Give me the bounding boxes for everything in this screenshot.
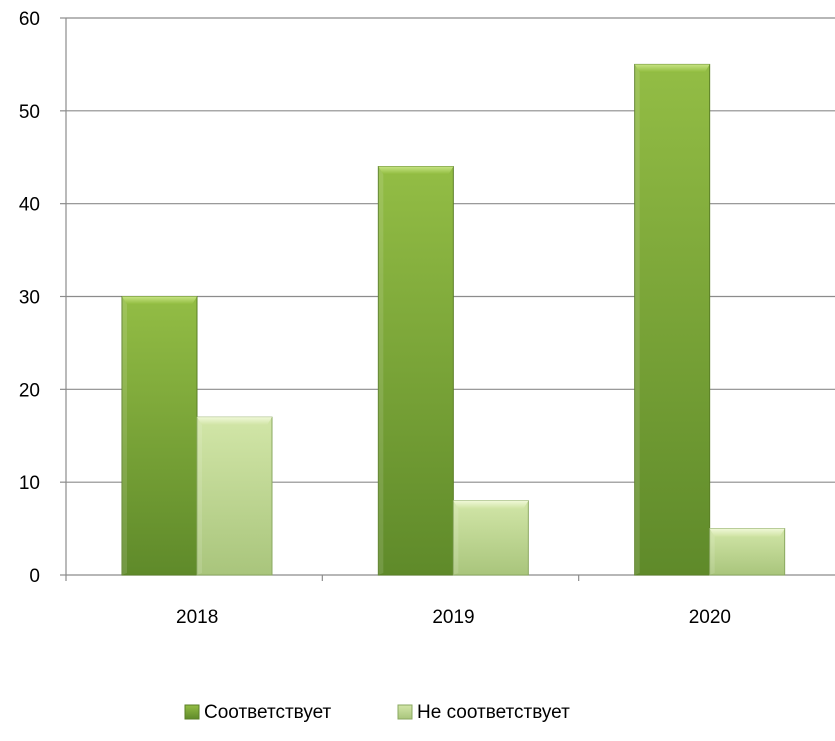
bar-bevel-edge (378, 166, 384, 576)
bar-body (634, 63, 711, 576)
bar-sootvetstvuet-2019 (377, 166, 454, 576)
bar-body (452, 500, 529, 576)
y-tick-label: 30 (19, 288, 40, 309)
bar-bevel-edge (197, 417, 202, 575)
y-tick-label: 50 (19, 102, 40, 123)
bar-bevel (634, 64, 710, 73)
x-tick-label: 2018 (176, 607, 218, 628)
bar-body (377, 166, 454, 576)
bar-sootvetstvuet-2018 (121, 296, 198, 576)
legend-item-sootvetstvuet: Соответствует (184, 702, 332, 723)
legend-swatch (184, 704, 200, 720)
bar-bevel-edge (709, 528, 715, 575)
bar-sootvetstvuet-2020 (634, 63, 711, 576)
y-tick-label: 60 (19, 9, 40, 30)
legend: Соответствует Не соответствует (184, 702, 570, 723)
bar-bevel-edge (122, 296, 127, 575)
x-tick-labels: 2018 2019 2020 (176, 607, 731, 628)
bar-bevel (453, 500, 529, 509)
y-tick-labels: 0 10 20 30 40 50 60 (19, 9, 40, 587)
bar-ne-sootvetstvuet-2018 (196, 416, 273, 576)
bar-bevel (378, 166, 454, 175)
bars (121, 63, 786, 576)
legend-label: Соответствует (204, 702, 332, 723)
legend-label: Не соответствует (417, 702, 570, 723)
bar-ne-sootvetstvuet-2020 (709, 528, 786, 576)
bar-body (121, 296, 198, 576)
y-tick-label: 20 (19, 380, 40, 401)
bar-body (196, 416, 273, 576)
bar-bevel (709, 528, 785, 537)
bar-ne-sootvetstvuet-2019 (452, 500, 529, 576)
bar-bevel-edge (634, 64, 640, 576)
bar-bevel (197, 417, 272, 426)
x-tick-label: 2019 (432, 607, 474, 628)
x-tick-label: 2020 (689, 607, 731, 628)
legend-item-ne-sootvetstvuet: Не соответствует (397, 702, 570, 723)
y-tick-label: 10 (19, 473, 40, 494)
y-tick-label: 40 (19, 195, 40, 216)
bar-bevel (122, 296, 197, 305)
legend-swatch (397, 704, 413, 720)
y-tick-label: 0 (29, 566, 40, 587)
bar-bevel-edge (453, 500, 459, 575)
